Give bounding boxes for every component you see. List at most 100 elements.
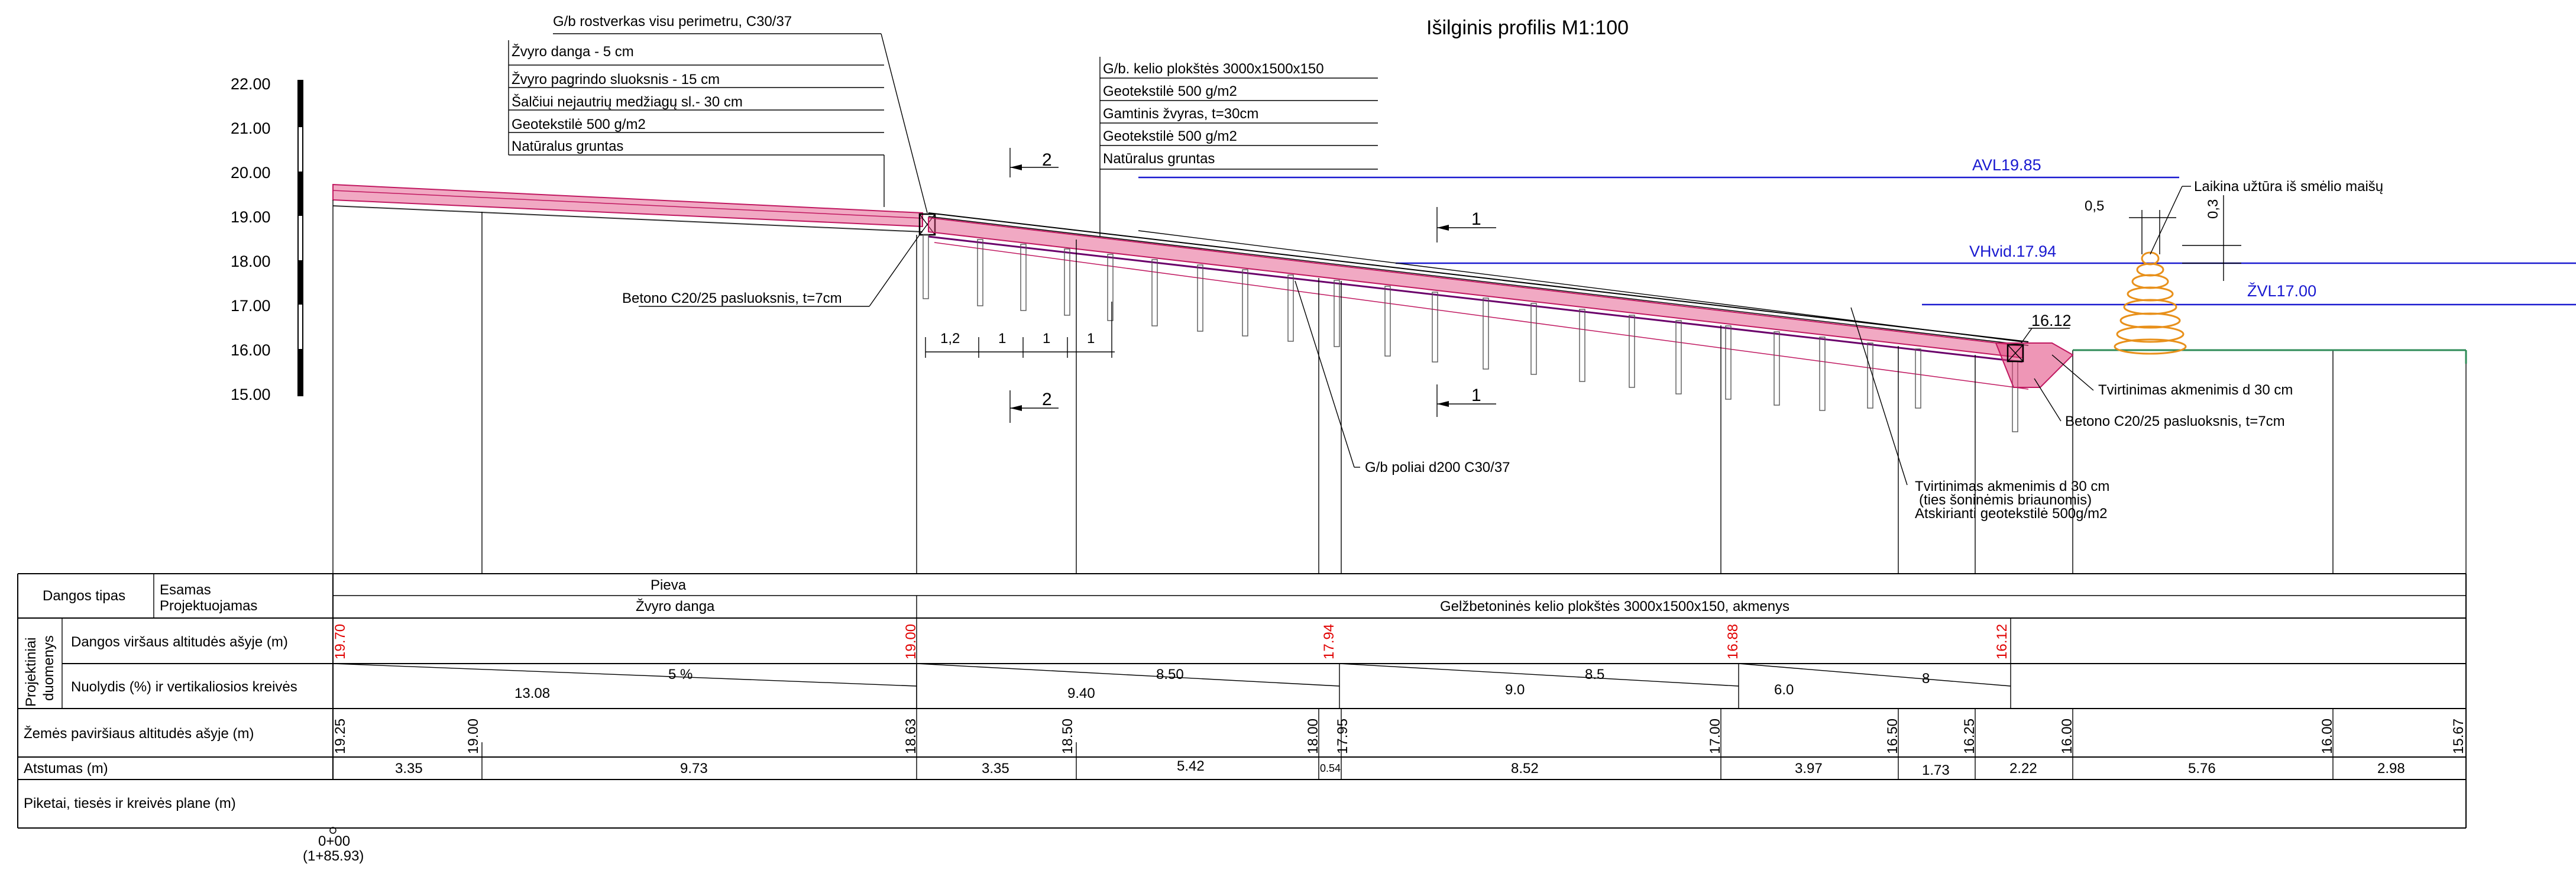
chainage-marker <box>329 827 336 834</box>
concrete-sublayer-label: Betono C20/25 pasluoksnis, t=7cm <box>622 290 842 306</box>
scale-tick-label: 16.00 <box>231 341 271 359</box>
layer-label: Žvyro pagrindo sluoksnis - 15 cm <box>512 72 720 88</box>
sandbag-width-dim: 0,5 <box>2085 198 2104 214</box>
row-label-designed: Projektuojamas <box>160 598 257 614</box>
layer-label: G/b. kelio plokštės 3000x1500x150 <box>1103 61 1324 77</box>
pile <box>1197 264 1203 332</box>
scale-tick-label: 22.00 <box>231 75 271 93</box>
chainage-sub-label: (1+85.93) <box>303 848 364 864</box>
dim-label: 1,2 <box>940 331 960 347</box>
ground-altitude: 17.95 <box>1335 719 1351 754</box>
layer-label: Natūralus gruntas <box>512 138 623 154</box>
ground-altitude: 19.25 <box>332 719 348 754</box>
pile <box>1107 254 1114 321</box>
slope-value: 5 % <box>668 667 692 683</box>
natural-ground-line <box>332 205 923 232</box>
sandbag-height-dim: 0,3 <box>2205 199 2221 219</box>
row-label-distance: Atstumas (m) <box>24 761 108 777</box>
row-label-pickets: Piketai, tiesės ir kreivės plane (m) <box>24 795 236 811</box>
end-stone-fix-label: Tvirtinimas akmenimis d 30 cm <box>2098 382 2293 398</box>
scale-tick-label: 21.00 <box>231 119 271 137</box>
layer-label: Natūralus gruntas <box>1103 151 1215 167</box>
dim-label: 1 <box>998 331 1006 347</box>
ground-altitude: 19.00 <box>465 719 481 754</box>
layer-label: Šalčiui nejautrių medžiagų sl.- 30 cm <box>512 93 743 110</box>
plate-layer-callouts: G/b. kelio plokštės 3000x1500x150 Geotek… <box>1099 57 2109 522</box>
design-altitude: 19.00 <box>903 624 919 659</box>
existing-surface-value: Pieva <box>651 577 687 593</box>
section-marks: 2 2 1 1 <box>1009 148 1496 423</box>
pile <box>1384 286 1391 357</box>
left-layer-callouts: G/b rostverkas visu perimetru, C30/37 Žv… <box>508 14 928 307</box>
section-mark-1: 1 <box>1471 386 1481 405</box>
row-label-design-altitudes: Dangos viršaus altitudės ašyje (m) <box>71 634 288 650</box>
pile-spacing-dimensions: 1,2 1 1 1 <box>925 302 1115 358</box>
pile-group <box>923 234 2018 432</box>
layer-label: Geotekstilė 500 g/m2 <box>512 117 646 132</box>
slope-value: 9.40 <box>1067 685 1095 701</box>
pile <box>1530 303 1537 375</box>
pile <box>1675 320 1682 394</box>
distance-value: 5.76 <box>2188 761 2216 777</box>
pile <box>1483 297 1489 370</box>
pile <box>1774 331 1780 406</box>
row-label-surface-type: Dangos tipas <box>43 588 125 604</box>
ground-altitude: 15.67 <box>2451 719 2467 754</box>
concrete-plates <box>928 212 2029 342</box>
distance-value: 2.98 <box>2377 761 2405 777</box>
pile <box>1334 280 1340 347</box>
design-altitude: 19.70 <box>332 624 348 659</box>
end-structure: 16.12 0,5 0,3 Laikina užtūra iš smėlio m… <box>1995 179 2467 429</box>
slope-value: 13.08 <box>514 685 550 701</box>
pile <box>1020 244 1027 311</box>
scale-tick-label: 19.00 <box>231 208 271 226</box>
distance-value: 3.35 <box>982 761 1009 777</box>
pile <box>1064 248 1070 316</box>
stone-fix-label: Atskirianti geotekstilė 500g/m2 <box>1915 506 2108 522</box>
distance-value: 8.52 <box>1511 761 1539 777</box>
distance-value: 1.73 <box>1922 762 1950 778</box>
chainage-label: 0+00 <box>318 833 350 849</box>
pile <box>1915 348 1921 409</box>
stone-fix-label: Tvirtinimas akmenimis d 30 cm <box>1915 478 2109 494</box>
drawing-title: Išilginis profilis M1:100 <box>1426 17 1629 39</box>
distance-value: 2.22 <box>2009 761 2037 777</box>
layer-label: Geotekstilė 500 g/m2 <box>1103 83 1237 99</box>
distance-value: 5.42 <box>1177 758 1205 774</box>
row-label-ground-altitudes: Žemės paviršiaus altitudės ašyje (m) <box>24 726 254 742</box>
stone-fix-label: (ties šoninėmis briaunomis) <box>1919 492 2092 508</box>
end-rostverk-box <box>2007 344 2024 363</box>
slope-value: 8.50 <box>1156 667 1184 683</box>
pile <box>1867 342 1873 409</box>
geotextile-line <box>928 235 2023 363</box>
rostverk-label: G/b rostverkas visu perimetru, C30/37 <box>553 14 792 30</box>
pile <box>977 239 983 306</box>
scale-tick-label: 20.00 <box>231 164 271 182</box>
pile <box>923 234 929 299</box>
design-altitude: 16.12 <box>1994 624 2010 659</box>
scale-tick-label: 15.00 <box>231 386 271 403</box>
pile <box>1819 337 1826 411</box>
zvl-label: ŽVL17.00 <box>2247 282 2316 300</box>
piles-label: G/b poliai d200 C30/37 <box>1365 460 1510 476</box>
section-mark-2: 2 <box>1042 150 1052 170</box>
slope-value: 8 <box>1922 671 1930 687</box>
profile-data-table: Dangos tipas Esamas Projektuojamas Pieva… <box>17 573 2467 864</box>
sandbag-label: Laikina užtūra iš smėlio maišų <box>2194 179 2383 195</box>
pile <box>1579 309 1585 382</box>
avl-label: AVL19.85 <box>1972 156 2041 174</box>
design-altitude: 16.88 <box>1725 624 1741 659</box>
section-mark-2: 2 <box>1042 390 1052 409</box>
row-label-slope: Nuolydis (%) ir vertikaliosios kreivės <box>71 679 297 695</box>
pile <box>1151 259 1158 326</box>
pile <box>1242 269 1248 337</box>
designed-surface-value: Gelžbetoninės kelio plokštės 3000x1500x1… <box>1440 599 1789 615</box>
gravel-road-layers <box>332 183 923 228</box>
slope-value: 8.5 <box>1585 667 1604 683</box>
section-mark-1: 1 <box>1471 209 1481 229</box>
gravel-road-section <box>332 183 936 574</box>
scale-tick-label: 17.00 <box>231 297 271 315</box>
slope-value: 9.0 <box>1505 682 1525 698</box>
scale-tick-label: 18.00 <box>231 253 271 270</box>
